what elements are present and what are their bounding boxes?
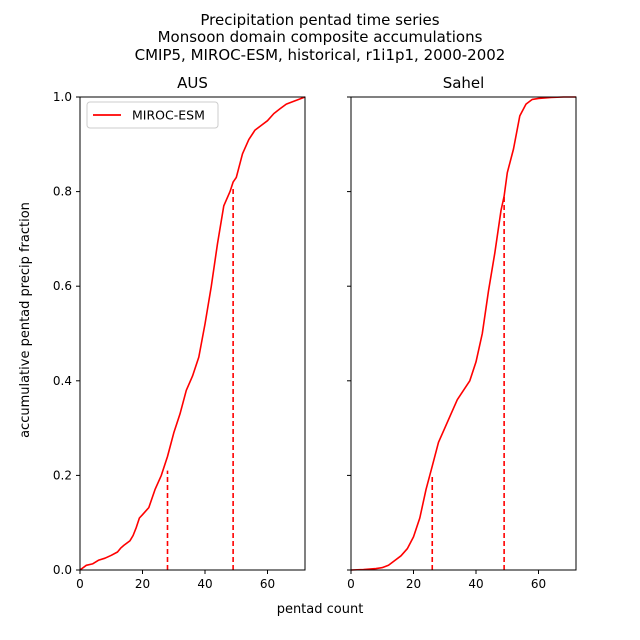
legend: MIROC-ESM <box>86 101 219 129</box>
y-tick-label: 0.6 <box>53 279 72 293</box>
series-line-0 <box>350 96 576 571</box>
panel-title-aus: AUS <box>177 74 208 92</box>
axes-frame <box>79 96 306 571</box>
x-axis-label: pentad count <box>277 602 364 617</box>
x-tick-label: 60 <box>260 577 275 591</box>
x-tick-label: 20 <box>135 577 150 591</box>
x-tick-label: 0 <box>347 577 355 591</box>
suptitle-line-3: CMIP5, MIROC-ESM, historical, r1i1p1, 20… <box>135 46 506 64</box>
x-tick-label: 40 <box>197 577 212 591</box>
y-axis-label: accumulative pentad precip fraction <box>18 202 33 438</box>
x-tick-label: 60 <box>531 577 546 591</box>
y-tick-label: 0.8 <box>53 185 72 199</box>
y-tick-label: 0.2 <box>53 468 72 482</box>
chart-panel-aus: 0 20 40 60 0.0 0.2 0.4 0.6 0.8 1.0 <box>53 90 306 591</box>
panel-title-sahel: Sahel <box>443 74 485 92</box>
suptitle-line-1: Precipitation pentad time series <box>200 11 439 29</box>
y-tick-label: 0.0 <box>53 563 72 577</box>
legend-entry-miroc-esm: MIROC-ESM <box>132 108 205 123</box>
y-tick-label: 1.0 <box>53 90 72 104</box>
series-line-0 <box>79 96 306 571</box>
x-tick-label: 40 <box>468 577 483 591</box>
chart-panel-sahel: 0 20 40 60 <box>347 96 577 591</box>
x-tick-label: 20 <box>406 577 421 591</box>
x-tick-label: 0 <box>76 577 84 591</box>
legend-frame <box>86 101 219 129</box>
suptitle-line-2: Monsoon domain composite accumulations <box>158 28 483 46</box>
axes-frame <box>350 96 577 571</box>
y-tick-label: 0.4 <box>53 374 72 388</box>
